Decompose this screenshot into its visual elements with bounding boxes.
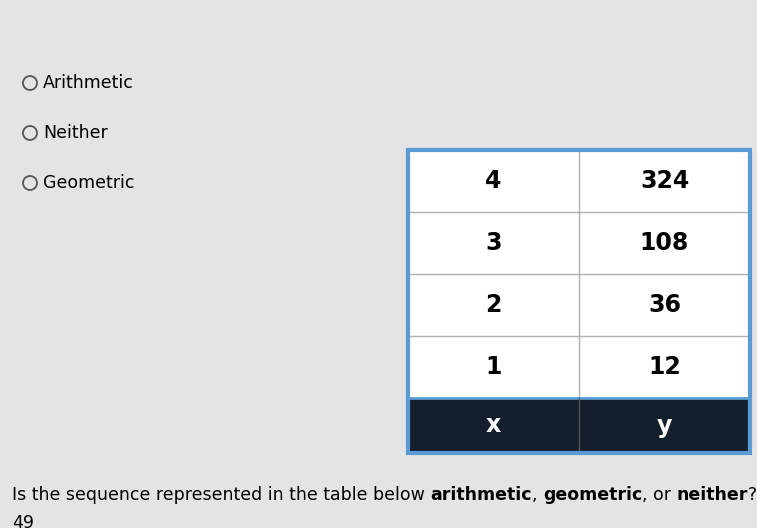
Text: 3: 3 [485, 231, 502, 255]
Text: ?: ? [748, 486, 757, 504]
Text: x: x [486, 413, 501, 438]
Text: Is the sequence represented in the table below: Is the sequence represented in the table… [12, 486, 431, 504]
Text: Geometric: Geometric [43, 174, 135, 192]
Bar [408, 212, 750, 274]
Text: neither: neither [677, 486, 748, 504]
Text: Neither: Neither [43, 124, 107, 142]
Text: 1: 1 [485, 355, 502, 379]
Text: ,: , [532, 486, 543, 504]
Bar [408, 336, 750, 398]
Bar [408, 398, 750, 453]
Text: 49: 49 [12, 514, 34, 528]
Text: y: y [657, 413, 672, 438]
Text: 2: 2 [485, 293, 502, 317]
Text: geometric: geometric [543, 486, 642, 504]
Bar [408, 150, 750, 212]
Bar [408, 274, 750, 336]
Text: , or: , or [642, 486, 677, 504]
Text: Arithmetic: Arithmetic [43, 74, 134, 92]
Text: 324: 324 [640, 169, 689, 193]
Text: 12: 12 [648, 355, 681, 379]
Text: 108: 108 [640, 231, 689, 255]
Text: 4: 4 [485, 169, 502, 193]
Text: arithmetic: arithmetic [431, 486, 532, 504]
Bar [408, 150, 750, 453]
Text: 36: 36 [648, 293, 681, 317]
